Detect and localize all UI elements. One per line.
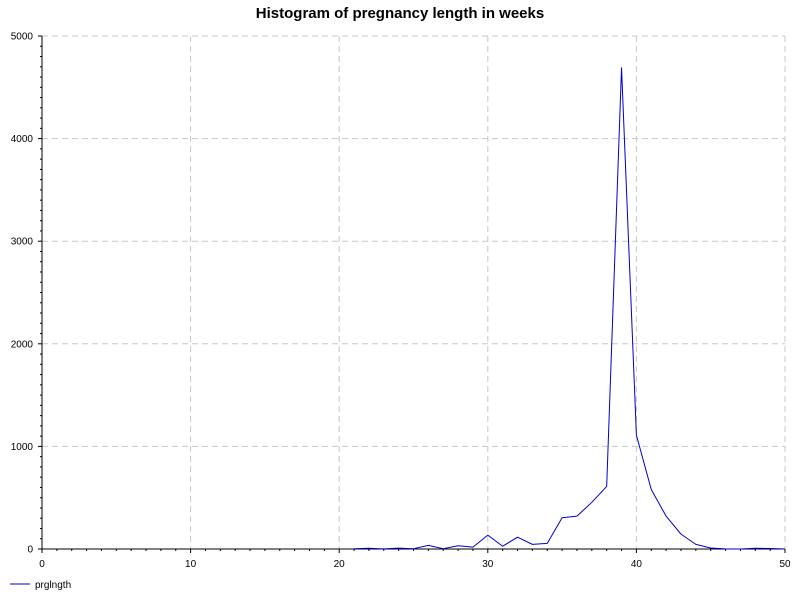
y-tick-label-5000: 5000 <box>11 32 34 43</box>
series-layer <box>354 67 786 550</box>
x-tick-label-10: 10 <box>185 559 197 570</box>
legend: prglngth <box>10 580 71 591</box>
series-line-prglngth <box>354 67 786 550</box>
x-tick-label-50: 50 <box>779 559 791 570</box>
y-tick-label-4000: 4000 <box>11 134 34 145</box>
chart-title: Histogram of pregnancy length in weeks <box>256 5 544 22</box>
x-tick-label-40: 40 <box>631 559 643 570</box>
y-tick-label-3000: 3000 <box>11 237 34 248</box>
tick-labels: 0 10 20 30 40 50 0 1000 2000 3000 4000 5000 <box>11 32 791 571</box>
x-tick-label-20: 20 <box>334 559 346 570</box>
grid-lines <box>42 35 786 549</box>
x-tick-label-0: 0 <box>39 559 45 570</box>
y-tick-label-0: 0 <box>27 545 33 556</box>
y-tick-label-1000: 1000 <box>11 442 34 453</box>
legend-label-prglngth: prglngth <box>35 580 71 591</box>
tick-marks <box>38 35 786 553</box>
y-tick-label-2000: 2000 <box>11 339 34 350</box>
x-tick-label-30: 30 <box>482 559 494 570</box>
axes <box>41 36 785 550</box>
